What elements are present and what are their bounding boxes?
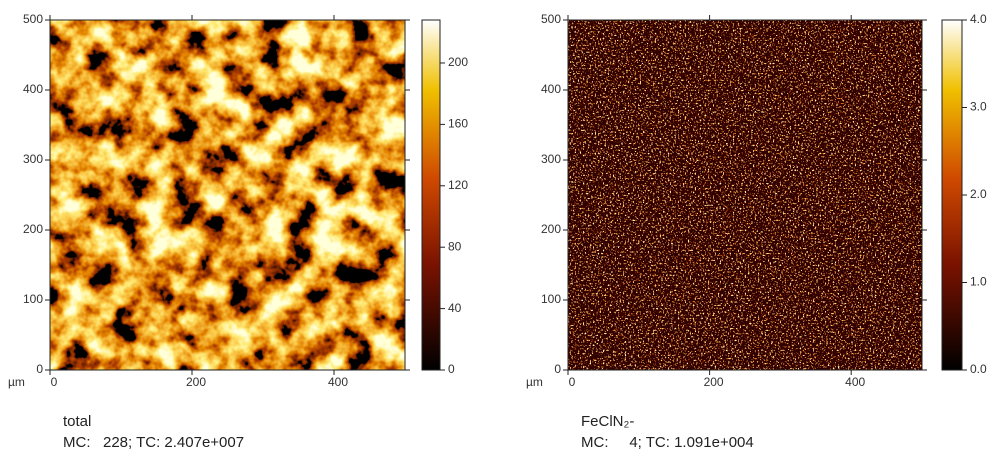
y-tick-label: 0 [554, 362, 561, 376]
x-axis-label: µm [526, 375, 543, 389]
y-tick-label: 100 [541, 292, 561, 306]
colorbar [421, 19, 441, 371]
y-tick-label: 100 [23, 292, 43, 306]
colorbar-tick-label: 0 [448, 362, 455, 376]
ion-map [568, 20, 922, 370]
colorbar-tick-label: 3.0 [970, 100, 987, 114]
colorbar-tick-label: 0.0 [970, 362, 987, 376]
x-tick-label: 400 [328, 375, 348, 389]
y-tick-label: 400 [541, 82, 561, 96]
colorbar [941, 19, 963, 371]
y-tick-label: 200 [541, 222, 561, 236]
colorbar-tick-label: 120 [448, 178, 468, 192]
x-axis-label: µm [8, 375, 25, 389]
colorbar-tick-label: 2.0 [970, 187, 987, 201]
map-stats: MC: 4; TC: 1.091e+004 [581, 434, 754, 451]
colorbar-tick-label: 200 [448, 55, 468, 69]
colorbar-tick-label: 80 [448, 239, 462, 253]
y-tick-label: 0 [36, 362, 43, 376]
x-tick-label: 0 [51, 375, 58, 389]
y-tick-label: 300 [23, 152, 43, 166]
map-name: FeClN₂- [581, 413, 634, 430]
ion-map [50, 20, 405, 370]
x-tick-label: 200 [186, 375, 206, 389]
map-stats: MC: 228; TC: 2.407e+007 [63, 434, 244, 451]
x-tick-label: 400 [845, 375, 865, 389]
y-tick-label: 300 [541, 152, 561, 166]
y-tick-label: 400 [23, 82, 43, 96]
map-name: total [63, 413, 91, 430]
plot-frame [49, 19, 406, 371]
colorbar-tick-label: 40 [448, 301, 462, 315]
colorbar-tick-label: 1.0 [970, 275, 987, 289]
x-tick-label: 200 [704, 375, 724, 389]
y-tick-label: 200 [23, 222, 43, 236]
plot-frame [567, 19, 923, 371]
colorbar-tick-label: 4.0 [970, 12, 987, 26]
x-tick-label: 0 [569, 375, 576, 389]
y-tick-label: 500 [23, 12, 43, 26]
colorbar-tick-label: 160 [448, 117, 468, 131]
y-tick-label: 500 [541, 12, 561, 26]
